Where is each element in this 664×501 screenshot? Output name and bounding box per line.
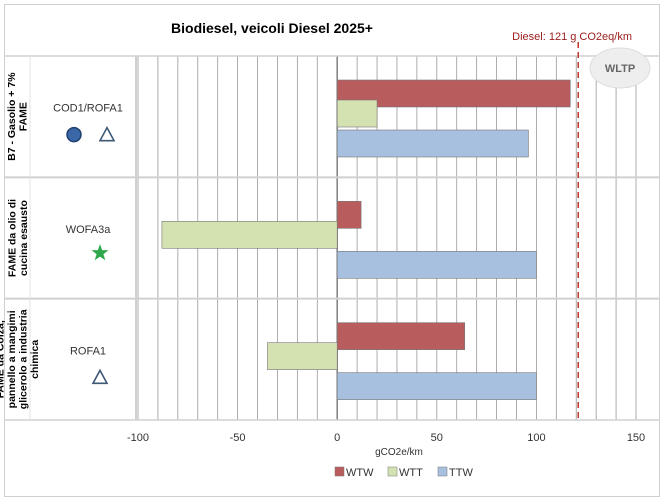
bar-wtw-2: [336, 201, 362, 229]
legend-label-wtw: WTW: [346, 467, 374, 479]
chart-title: Biodiesel, veicoli Diesel 2025+: [171, 20, 373, 36]
x-axis-label: gCO2e/km: [375, 447, 423, 458]
bar-wtt-1: [336, 99, 378, 128]
category-label-line: pannello a mangimi: [6, 310, 18, 408]
bar-ttw-2: [336, 251, 537, 279]
x-tick-label: 100: [527, 432, 545, 444]
wltp-badge: [589, 47, 651, 89]
reference-line-label: Diesel: 121 g CO2eq/km: [512, 31, 632, 43]
category-label-line: FAME da olio di: [6, 199, 18, 277]
category-label-line: FAME da Colza,: [0, 320, 7, 398]
category-label-line: cucina esausto: [18, 200, 30, 276]
bar-wtt-3: [267, 342, 338, 370]
x-tick-label: 0: [334, 432, 340, 444]
category-label-line: chimica: [29, 340, 41, 379]
bar-ttw-3: [336, 372, 537, 400]
bar-wtt-2: [161, 221, 338, 249]
marker-label: ROFA1: [70, 345, 106, 357]
star-icon: [91, 244, 109, 261]
legend-label-ttw: TTW: [449, 467, 473, 479]
x-tick-label: -100: [127, 432, 149, 444]
marker-label: COD1/ROFA1: [53, 103, 123, 115]
chart-border: [4, 4, 660, 497]
legend-swatch-wtw: [334, 466, 345, 477]
x-tick-label: 150: [627, 432, 645, 444]
triangle-icon: [91, 368, 109, 385]
legend-label-wtt: WTT: [399, 467, 423, 479]
wltp-badge-label: WLTP: [605, 63, 635, 75]
bar-wtw-3: [336, 322, 465, 350]
category-label-line: glicerolo a industria: [18, 309, 30, 409]
marker-label: WOFA3a: [66, 224, 112, 236]
triangle-icon: [98, 125, 116, 142]
category-label-line: B7 - Gasolio + 7%: [6, 72, 18, 161]
legend-swatch-wtt: [387, 466, 398, 477]
legend-swatch-ttw: [437, 466, 448, 477]
category-label-line: FAME: [18, 102, 30, 131]
x-tick-label: 50: [431, 432, 443, 444]
bar-ttw-1: [336, 129, 529, 158]
circle-icon: [66, 126, 82, 143]
x-tick-label: -50: [230, 432, 246, 444]
